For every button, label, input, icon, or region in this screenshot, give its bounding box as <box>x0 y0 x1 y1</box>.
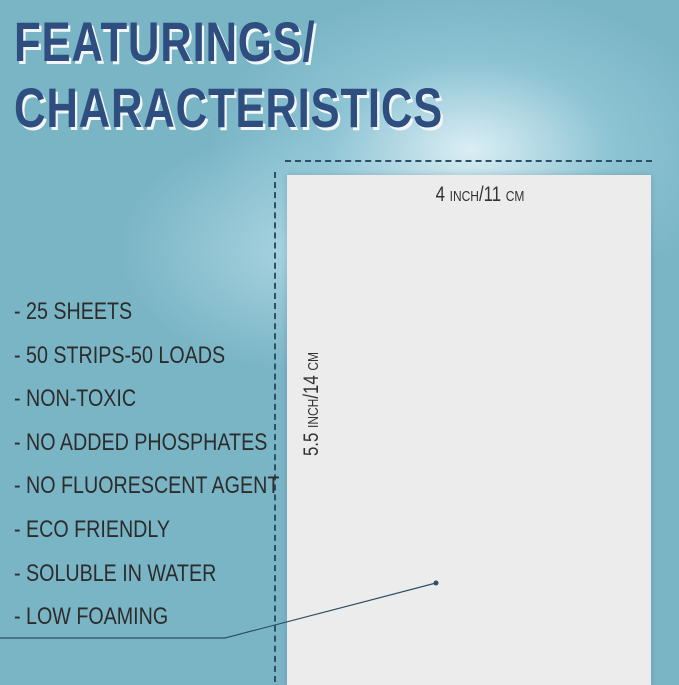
feature-item: - NO FLUORESCENT AGENT <box>14 472 280 500</box>
feature-item: - NON-TOXIC <box>14 385 137 413</box>
feature-list: - 25 SHEETS - 50 STRIPS-50 LOADS - NON-T… <box>14 298 338 647</box>
feature-item: - ECO FRIENDLY <box>14 515 171 543</box>
width-label: 4 INCH/11 CM <box>435 183 525 206</box>
feature-item: - SOLUBLE IN WATER <box>14 559 217 587</box>
width-dimension-line <box>285 160 652 162</box>
title-line-1: FEATURINGS/ <box>14 10 316 73</box>
feature-item: - 25 SHEETS <box>14 298 133 325</box>
height-dimension-line <box>274 172 276 682</box>
feature-item: - LOW FOAMING <box>14 603 169 631</box>
feature-item: - 50 STRIPS-50 LOADS <box>14 341 226 369</box>
title-line-2: CHARACTERISTICS <box>14 76 444 139</box>
detergent-sheet <box>287 175 651 685</box>
feature-item: - NO ADDED PHOSPHATES <box>14 428 268 456</box>
